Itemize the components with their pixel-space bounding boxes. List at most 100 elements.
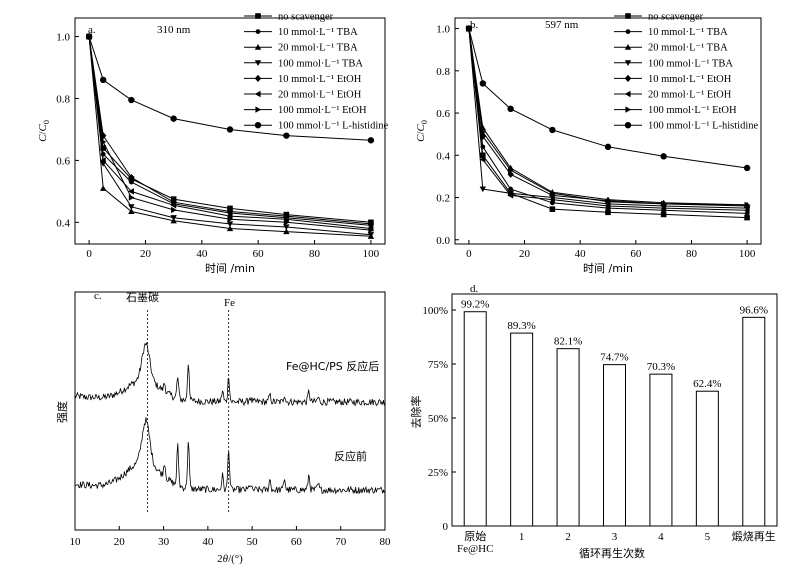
panel-b-ytick-label: 1.0 — [436, 24, 450, 36]
panel-d-category-label: 1 — [519, 531, 525, 543]
panel-d-label: d. — [470, 283, 479, 295]
panel-b-data-point — [479, 124, 487, 131]
panel-b-legend-marker — [625, 29, 631, 34]
panel-b-series-line — [468, 28, 748, 207]
panel-a-data-point — [128, 96, 135, 104]
panel-d-bar — [510, 332, 534, 527]
panel-b-data-point — [465, 25, 473, 32]
panel-b-xlabel: 时间 /min — [583, 262, 633, 275]
panel-b-series-line — [468, 28, 748, 206]
panel-c-xtick-label: 80 — [380, 536, 392, 548]
panel-a-data-point — [128, 208, 135, 215]
panel-d-bar-value-label: 74.7% — [600, 352, 628, 364]
panel-a-xtick-label: 20 — [140, 248, 152, 260]
panel-a-legend-marker — [254, 122, 262, 129]
panel-a-ytick-label: 0.6 — [56, 155, 70, 167]
panel-d-bar — [556, 348, 580, 527]
panel-a-data-point — [227, 216, 234, 223]
panel-d-ytick-label: 100% — [422, 305, 448, 317]
panel-b-data-point — [744, 201, 751, 209]
panel-a-data-point — [100, 145, 106, 151]
panel-d-xlabel: 循环再生次数 — [579, 546, 645, 560]
panel-b-ylabel-main: C — [415, 134, 427, 142]
panel-b-legend-marker — [624, 74, 632, 82]
panel-a-label: a. — [88, 24, 96, 36]
panel-d-ytick-label: 25% — [428, 467, 448, 479]
panel-a-legend-label: 10 mmol·L⁻¹ EtOH — [278, 74, 362, 85]
panel-b-legend-marker — [625, 106, 632, 113]
panel-a-ytick-label: 0.8 — [56, 93, 70, 105]
panel-a-xtick-label: 80 — [309, 248, 321, 260]
panel-d-category-label: 原始 — [464, 529, 486, 543]
panel-a-data-point — [226, 126, 234, 133]
panel-b-legend-marker — [624, 44, 632, 50]
panel-a-ytick-label: 1.0 — [56, 32, 70, 44]
panel-c-axes: 10 20 30 40 50 60 70 80 — [70, 526, 392, 548]
panel-b-data-point — [479, 186, 487, 193]
panel-b-data-point — [549, 190, 556, 197]
panel-b-data-point — [507, 105, 514, 113]
panel-a-legend-marker — [255, 29, 261, 34]
panel-b-data-point — [480, 128, 487, 136]
panel-a-data-point — [226, 212, 233, 220]
panel-a-xtick-label: 0 — [86, 248, 92, 260]
panel-b-xtick-label: 40 — [575, 248, 587, 260]
panel-a-data-point — [99, 132, 107, 140]
panel-c-ref-label-fe: Fe — [224, 297, 235, 309]
panel-d-category-label: 5 — [705, 531, 711, 543]
panel-b-data-point — [605, 209, 611, 216]
panel-c-series-label-before: 反应前 — [334, 449, 367, 463]
panel-d-bar-value-label: 99.2% — [461, 299, 489, 311]
panel-b-data-point — [604, 143, 612, 151]
panel-d-bar — [742, 316, 766, 527]
panel-b-xtick-label: 60 — [630, 248, 642, 260]
panel-b-series-line — [468, 28, 748, 211]
panel-b-ytick-label: 0.4 — [436, 150, 450, 162]
panel-a-ylabel: C/C0 — [37, 120, 51, 142]
panel-a-data-point — [283, 219, 290, 226]
panel-a-axes: 0 20 40 60 80 100 0.4 0.6 0.8 1.0 — [56, 32, 379, 260]
panel-b-ylabel-sub: 0 — [420, 120, 429, 124]
panel-d-bar-value-label: 96.6% — [740, 304, 768, 316]
panel-a-legend-label: 100 mmol·L⁻¹ EtOH — [278, 105, 367, 116]
panel-c-ref-label-graphite: 石墨碳 — [126, 290, 159, 304]
panel-a-data-point — [367, 220, 375, 228]
panel-a-data-point — [128, 188, 134, 195]
panel-a-data-point — [226, 221, 234, 228]
panel-b-legend-marker — [624, 90, 631, 98]
panel-b-ylabel-sep: / — [415, 131, 427, 135]
panel-d-category-sublabel: Fe@HC — [457, 543, 493, 555]
panel-d-ytick-label: 75% — [428, 359, 448, 371]
panel-b-ytick-label: 0.0 — [436, 235, 450, 247]
panel-a-data-point — [99, 76, 107, 84]
panel-a-ylabel-sep: / — [37, 131, 49, 135]
panel-b-data-point — [549, 126, 556, 134]
panel-a-ytick-label: 0.4 — [56, 217, 70, 229]
panel-d-bar — [463, 311, 487, 527]
panel-c: c. 2θ/(°) 强度 石墨碳 Fe Fe@HC/PS 反应后 反应前 10 2… — [55, 290, 391, 565]
panel-d-bar-value-label: 82.1% — [554, 336, 582, 348]
panel-b-xtick-label: 20 — [519, 248, 531, 260]
panel-a-data-point — [283, 228, 290, 235]
panel-b-legend-label: 10 mmol·L⁻¹ TBA — [648, 27, 728, 38]
panel-a-data-point — [226, 225, 234, 232]
panel-c-xtick-label: 10 — [70, 536, 82, 548]
panel-a-data-point — [99, 185, 107, 191]
panel-b-legend: no scavenger 10 mmol·L⁻¹ TBA 20 mmol·L⁻¹ T… — [614, 12, 759, 132]
panel-c-xtick-label: 40 — [202, 536, 214, 548]
panel-b-data-point — [604, 202, 611, 210]
panel-d-bar-value-label: 89.3% — [507, 320, 535, 332]
panel-a-data-point — [171, 206, 177, 214]
panel-a-legend-label: 20 mmol·L⁻¹ TBA — [278, 43, 358, 54]
panel-d-bar-value-label: 62.4% — [693, 378, 721, 390]
panel-c-xlabel-suffix: /(°) — [228, 553, 243, 565]
panel-d-category-label: 3 — [612, 531, 618, 543]
panel-b-data-point — [660, 204, 667, 212]
panel-a-plot — [85, 32, 375, 239]
panel-b-legend-label: 100 mmol·L⁻¹ TBA — [648, 58, 733, 69]
panel-a-ylabel-sub: 0 — [42, 120, 51, 124]
panel-b-xtick-label: 80 — [686, 248, 698, 260]
panel-b-legend-label: 20 mmol·L⁻¹ TBA — [648, 43, 728, 54]
panel-b-data-point — [660, 153, 667, 160]
